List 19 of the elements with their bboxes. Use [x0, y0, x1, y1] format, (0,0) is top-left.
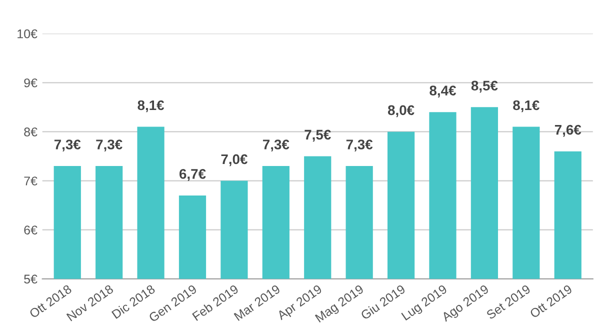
data-label: 7,3€ [263, 140, 290, 152]
data-label: 8,4€ [430, 86, 456, 98]
data-label: 8,0€ [388, 105, 414, 118]
y-tick-label: 10€ [18, 29, 38, 38]
data-label: 7,6€ [554, 124, 582, 137]
data-label: 8,5€ [471, 80, 498, 93]
data-label: 7,0€ [221, 154, 248, 166]
data-label: 6,7€ [179, 169, 206, 181]
y-tick-label: 8€ [24, 128, 38, 136]
y-tick-label: 6€ [24, 226, 38, 234]
data-label: 7,3€ [346, 140, 373, 152]
data-label: 8,1€ [138, 100, 164, 112]
data-label: 7,3€ [54, 140, 81, 152]
y-tick-label: 5€ [24, 274, 38, 284]
y-tick-label: 7€ [24, 176, 38, 186]
data-label: 8,1€ [513, 100, 540, 112]
y-tick-label: 9€ [24, 78, 38, 88]
data-label: 7,3€ [96, 140, 122, 152]
data-label: 7,5€ [304, 130, 331, 142]
